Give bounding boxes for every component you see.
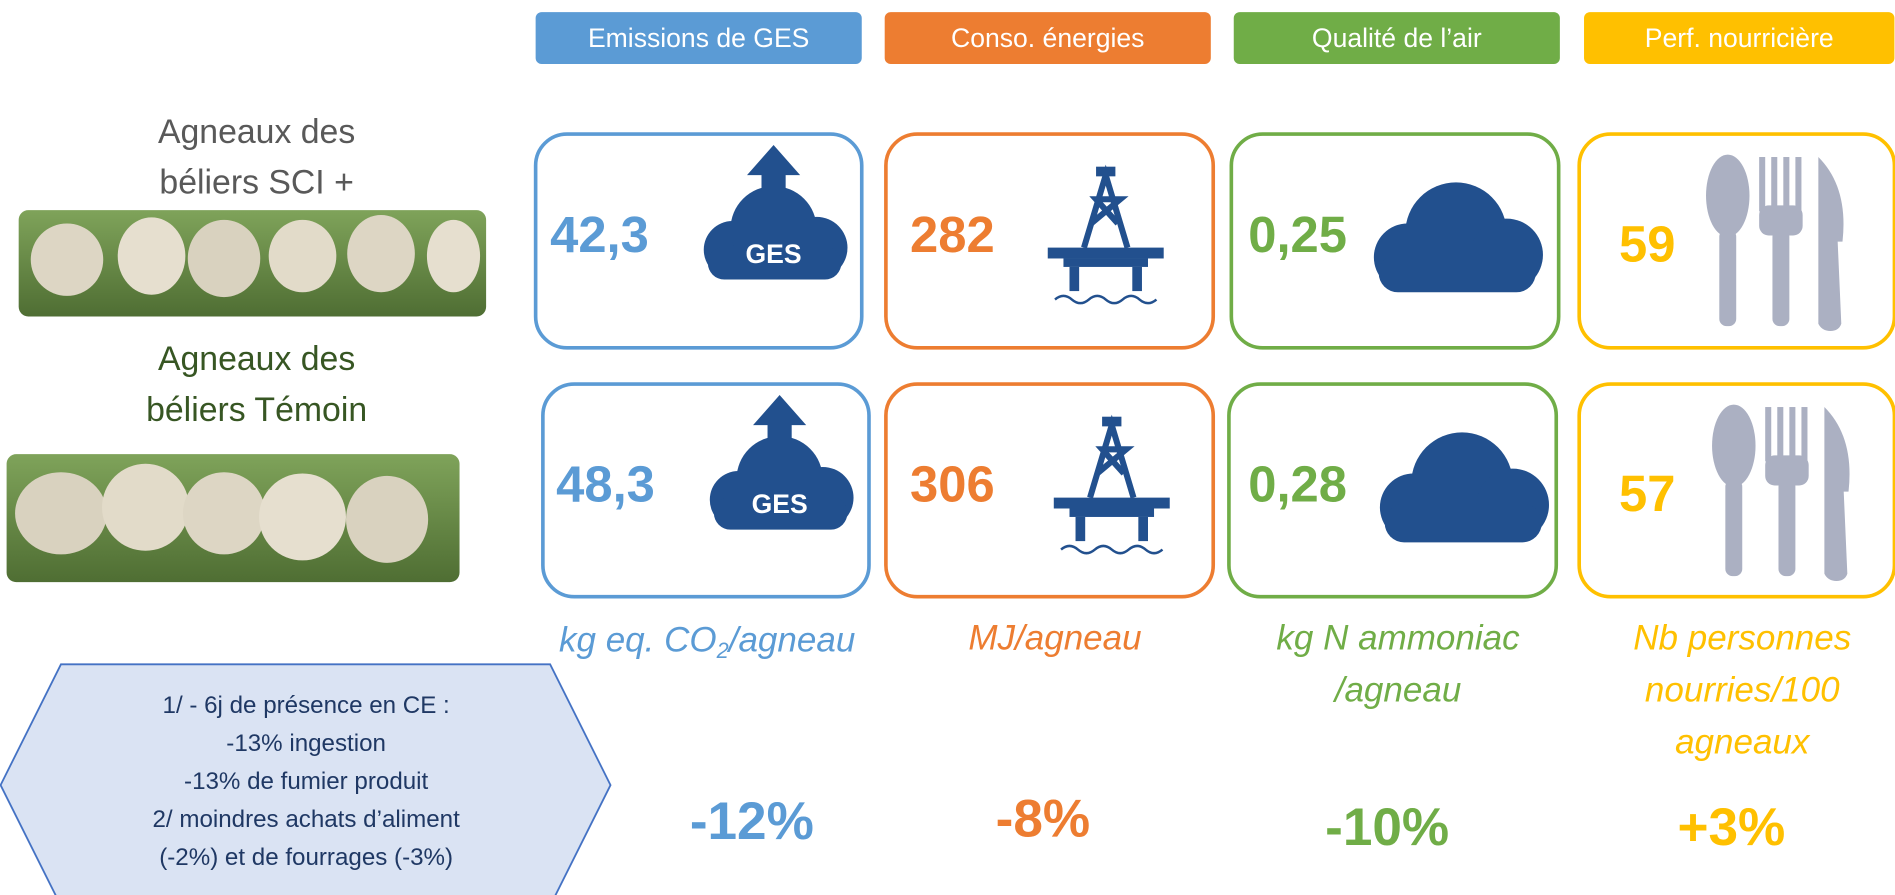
cutlery-icon [1712, 405, 1849, 581]
icon-part [1069, 267, 1079, 291]
value-text: 0,28 [1248, 455, 1347, 512]
unit-text: MJ/agneau [968, 618, 1141, 657]
value-text: 0,25 [1248, 206, 1347, 263]
unit-part: /agneau [727, 621, 856, 660]
icon-part [1385, 504, 1542, 543]
icon-part [1783, 157, 1789, 211]
unit-text: /agneau [1333, 670, 1462, 709]
note-line: -13% ingestion [226, 730, 386, 757]
value-text: 59 [1619, 216, 1675, 273]
header-text: Perf. nourricière [1645, 23, 1834, 53]
note-line: -13% de fumier produit [184, 768, 429, 795]
icon-part [1712, 405, 1755, 487]
value-text: 48,3 [556, 455, 655, 512]
icon-part [1063, 258, 1148, 266]
icon-part [1719, 229, 1736, 326]
change-text: -10% [1325, 798, 1449, 857]
change-text: -8% [996, 790, 1090, 849]
icon-part [1069, 508, 1154, 516]
icon-part [1795, 157, 1801, 211]
icon-part [1054, 498, 1170, 509]
value-text: 306 [910, 455, 995, 512]
icon-part [1789, 407, 1795, 461]
icon-part [1725, 480, 1742, 577]
page: {"headers": ["Emissions de GES", "Conso.… [0, 0, 1895, 895]
value-text: 57 [1619, 465, 1675, 522]
header-text: Conso. énergies [951, 23, 1144, 53]
unit-text: kg N ammoniac [1276, 618, 1520, 657]
icon-part [1801, 407, 1807, 461]
note-line: (-2%) et de fourrages (-3%) [159, 844, 453, 871]
photo-temoin [7, 454, 460, 582]
header-text: Emissions de GES [588, 23, 809, 53]
icon-part [1048, 248, 1164, 259]
unit-text: kg eq. CO2/agneau [559, 621, 855, 663]
icon-part [1096, 167, 1115, 177]
icon-part [1772, 229, 1789, 326]
cutlery-icon [1706, 155, 1843, 331]
icon-label: GES [746, 239, 802, 269]
unit-part: 2 [716, 638, 729, 663]
value-text: 282 [910, 206, 995, 263]
unit-text: Nb personnes [1633, 618, 1851, 657]
unit-part: kg eq. CO [559, 621, 717, 660]
note-line: 1/ - 6j de présence en CE : [163, 692, 450, 719]
header-text: Qualité de l’air [1312, 23, 1482, 53]
icon-label: GES [752, 489, 808, 519]
icon-part [1102, 417, 1121, 427]
icon-part [1765, 407, 1771, 461]
icon-part [1138, 517, 1148, 541]
icon-part [1771, 157, 1777, 211]
change-text: +3% [1677, 798, 1785, 857]
icon-part [1379, 254, 1536, 293]
unit-text: nourries/100 [1645, 670, 1840, 709]
row-label: béliers SCI + [159, 164, 353, 202]
icon-part [1132, 267, 1142, 291]
unit-text: agneaux [1675, 722, 1811, 761]
icon-part [1759, 157, 1765, 211]
change-text: -12% [690, 792, 814, 851]
icon-part [1076, 517, 1086, 541]
slide: Emissions de GES Conso. énergies Qualité d… [0, 0, 1895, 895]
icon-part [1778, 480, 1795, 577]
icon-part [1706, 155, 1749, 237]
value-text: 42,3 [550, 206, 649, 263]
icon-part [1777, 407, 1783, 461]
row-label: Agneaux des [158, 340, 355, 378]
row-label: Agneaux des [158, 113, 355, 151]
row-label: béliers Témoin [146, 391, 367, 429]
note-line: 2/ moindres achats d’aliment [153, 806, 461, 833]
photo-sci [19, 210, 486, 316]
